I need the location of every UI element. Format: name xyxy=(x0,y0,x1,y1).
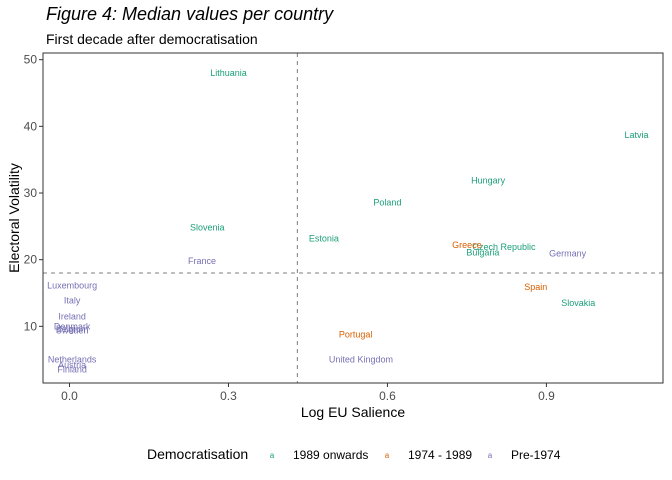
legend-key-glyph: a xyxy=(270,451,275,460)
x-axis-title: Log EU Salience xyxy=(301,404,406,420)
point-label-slovenia: Slovenia xyxy=(190,223,225,233)
point-label-austria: Austria xyxy=(58,360,86,370)
point-label-netherlands: Netherlands xyxy=(48,355,97,365)
x-tick-label: 0.6 xyxy=(379,389,396,403)
point-label-hungary: Hungary xyxy=(471,175,506,185)
x-tick-label: 0.3 xyxy=(220,389,237,403)
point-label-poland: Poland xyxy=(373,197,401,207)
y-axis-title: Electoral Volatility xyxy=(6,163,22,273)
point-label-greece: Greece xyxy=(452,240,482,250)
point-label-bulgaria: Bulgaria xyxy=(466,247,499,257)
legend-key-glyph: a xyxy=(385,451,390,460)
y-tick-label: 50 xyxy=(24,53,38,67)
point-label-denmark: Denmark xyxy=(54,321,91,331)
point-label-italy: Italy xyxy=(64,295,81,305)
point-label-ireland: Ireland xyxy=(58,311,86,321)
chart-title: Figure 4: Median values per country xyxy=(46,4,334,24)
point-label-sweden: Sweden xyxy=(56,325,89,335)
point-label-france: France xyxy=(188,256,216,266)
point-label-luxembourg: Luxembourg xyxy=(47,281,97,291)
point-label-spain: Spain xyxy=(524,282,547,292)
legend-entry-label: Pre-1974 xyxy=(511,448,561,462)
y-tick-label: 20 xyxy=(24,253,38,267)
x-tick-label: 0.9 xyxy=(538,389,555,403)
legend-entry-label: 1974 - 1989 xyxy=(408,448,472,462)
point-label-lithuania: Lithuania xyxy=(210,68,247,78)
point-label-germany: Germany xyxy=(549,249,587,259)
chart-subtitle: First decade after democratisation xyxy=(46,31,258,47)
point-label-slovakia: Slovakia xyxy=(561,298,595,308)
y-tick-label: 40 xyxy=(24,119,38,133)
x-tick-label: 0.0 xyxy=(61,389,78,403)
point-label-united-kingdom: United Kingdom xyxy=(329,355,393,365)
point-label-portugal: Portugal xyxy=(339,329,373,339)
y-tick-label: 30 xyxy=(24,186,38,200)
point-label-czech-republic: Czech Republic xyxy=(473,242,537,252)
legend-entry-label: 1989 onwards xyxy=(293,448,368,462)
point-label-estonia: Estonia xyxy=(309,233,339,243)
plot-panel-border xyxy=(42,52,664,384)
y-tick-label: 10 xyxy=(24,319,38,333)
legend-key-glyph: a xyxy=(488,451,493,460)
point-label-belgium: Belgium xyxy=(56,324,89,334)
point-label-latvia: Latvia xyxy=(624,130,648,140)
point-label-finland: Finland xyxy=(57,365,87,375)
legend-title: Democratisation xyxy=(147,446,248,462)
